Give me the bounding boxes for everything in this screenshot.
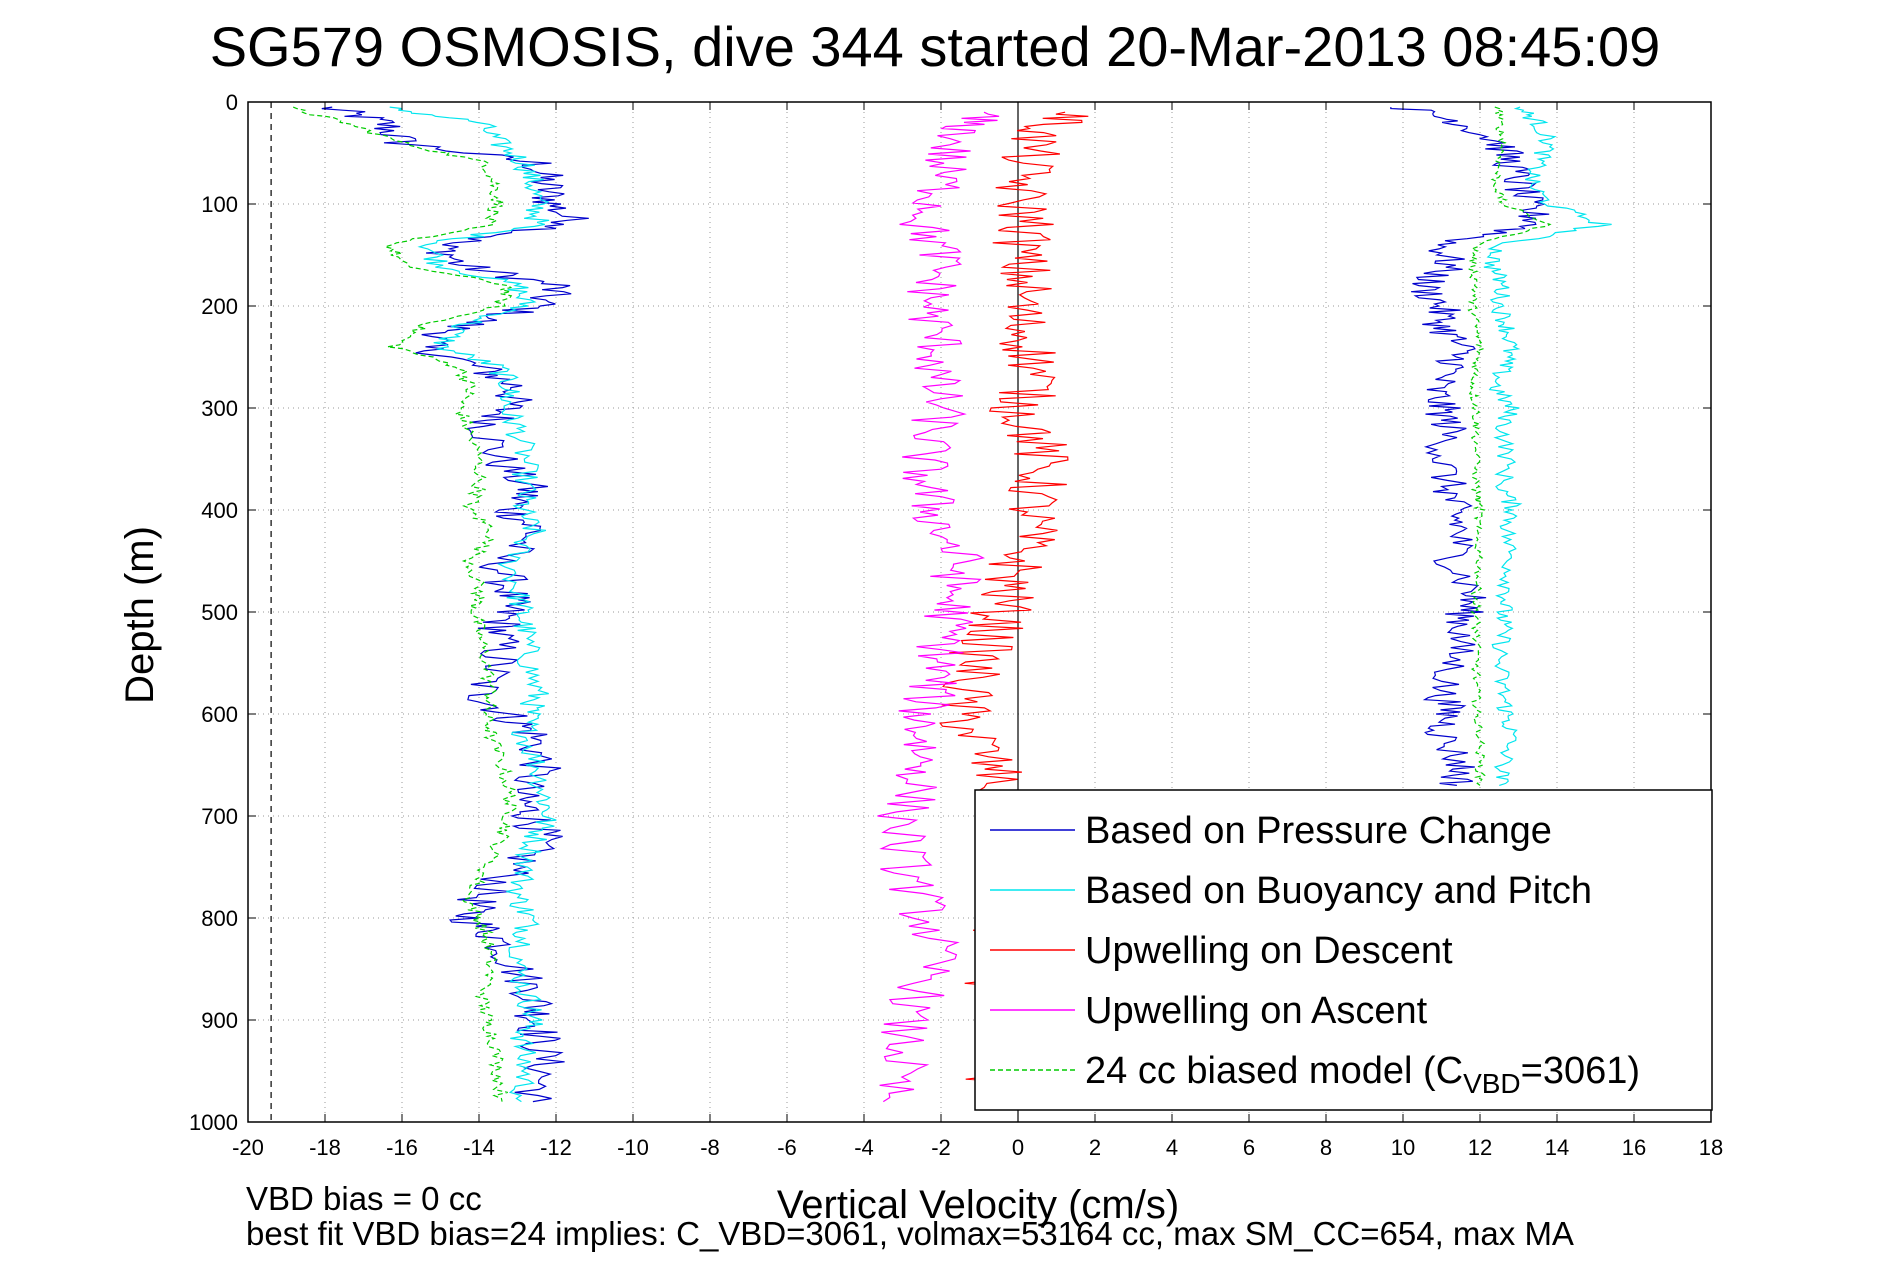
x-tick-label: 12: [1468, 1135, 1492, 1160]
series-line: [1467, 106, 1552, 786]
x-tick-label: -14: [463, 1135, 495, 1160]
y-tick-label: 800: [201, 906, 238, 931]
series-line: [1390, 107, 1550, 786]
series-line: [1483, 106, 1612, 786]
chart-title: SG579 OSMOSIS, dive 344 started 20-Mar-2…: [210, 15, 1661, 78]
legend-label: Upwelling on Descent: [1085, 930, 1453, 972]
x-tick-label: -4: [854, 1135, 874, 1160]
y-tick-label: 900: [201, 1008, 238, 1033]
y-tick-label: 0: [226, 90, 238, 115]
series-line: [321, 106, 589, 1103]
y-tick-label: 500: [201, 600, 238, 625]
series-line: [877, 111, 1000, 1103]
x-tick-label: -16: [386, 1135, 418, 1160]
x-tick-label: 14: [1545, 1135, 1569, 1160]
y-tick-label: 600: [201, 702, 238, 727]
x-tick-label: 16: [1622, 1135, 1646, 1160]
series-line: [389, 106, 557, 1103]
y-tick-label: 300: [201, 396, 238, 421]
y-tick-label: 700: [201, 804, 238, 829]
x-tick-label: 10: [1391, 1135, 1415, 1160]
x-tick-label: -2: [931, 1135, 951, 1160]
x-tick-label: -18: [309, 1135, 341, 1160]
data-series: [292, 106, 1612, 1103]
y-tick-label: 1000: [189, 1110, 238, 1135]
y-axis-label: Depth (m): [118, 526, 162, 704]
x-tick-label: -20: [232, 1135, 264, 1160]
x-tick-label: 18: [1699, 1135, 1723, 1160]
x-tick-label: 8: [1320, 1135, 1332, 1160]
y-tick-label: 400: [201, 498, 238, 523]
x-tick-label: -12: [540, 1135, 572, 1160]
legend-label: 24 cc biased model (CVBD=3061): [1085, 1050, 1640, 1099]
x-tick-label: -10: [617, 1135, 649, 1160]
footnote-vbd-bias: VBD bias = 0 cc: [246, 1180, 482, 1217]
series-line: [292, 106, 518, 1102]
legend: Based on Pressure Change Based on Buoyanc…: [974, 789, 1713, 1111]
x-tick-label: 4: [1166, 1135, 1178, 1160]
footnote-best-fit: best fit VBD bias=24 implies: C_VBD=3061…: [246, 1215, 1574, 1252]
x-tick-label: -8: [700, 1135, 720, 1160]
x-tick-label: -6: [777, 1135, 797, 1160]
legend-label: Upwelling on Ascent: [1085, 990, 1428, 1032]
axis-ticks: -20 -18 -16 -14 -12 -10 -8 -6 -4 -2 0 2 4 6 8 10 12 14 16 1…: [189, 90, 1723, 1160]
legend-box: [974, 789, 1713, 1111]
x-axis-label: Vertical Velocity (cm/s): [777, 1183, 1179, 1227]
x-tick-label: 6: [1243, 1135, 1255, 1160]
x-tick-label: 2: [1089, 1135, 1101, 1160]
x-tick-label: 0: [1012, 1135, 1024, 1160]
y-tick-label: 100: [201, 192, 238, 217]
legend-label: Based on Buoyancy and Pitch: [1085, 870, 1592, 912]
legend-label: Based on Pressure Change: [1085, 810, 1552, 852]
y-tick-label: 200: [201, 294, 238, 319]
